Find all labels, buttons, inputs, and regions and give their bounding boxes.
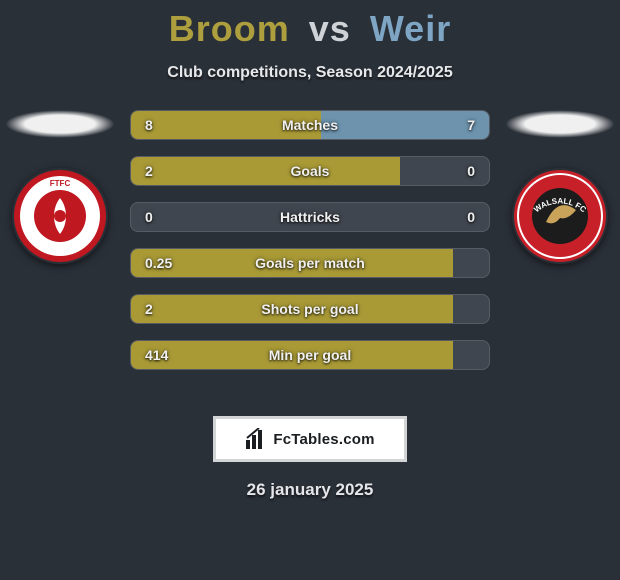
- stat-value-right: 0: [467, 209, 475, 225]
- fctables-logo-icon: [245, 428, 267, 450]
- branding-text: FcTables.com: [273, 431, 374, 448]
- vs-label: vs: [309, 8, 351, 49]
- player2-avatar-placeholder: [505, 110, 615, 138]
- player1-avatar-slot: FTFC: [0, 100, 120, 264]
- player1-club-badge: FTFC: [12, 168, 108, 264]
- stat-bars: 8Matches72Goals00Hattricks00.25Goals per…: [130, 110, 490, 370]
- stat-row: 8Matches7: [130, 110, 490, 140]
- walsall-badge-icon: WALSALL FC: [512, 168, 608, 264]
- comparison-arena: FTFC WALSALL FC 8Matches72Goals00Hattric…: [0, 100, 620, 400]
- stat-bar-left: [131, 341, 453, 369]
- player2-name: Weir: [370, 8, 451, 49]
- player1-name: Broom: [169, 8, 290, 49]
- stat-label-row: 0Hattricks0: [131, 203, 489, 231]
- stat-bar-left: [131, 111, 321, 139]
- stat-row: 2Shots per goal: [130, 294, 490, 324]
- stat-bar-left: [131, 157, 400, 185]
- fleetwood-badge-icon: FTFC: [12, 168, 108, 264]
- stat-bar-left: [131, 249, 453, 277]
- stat-value-right: 0: [467, 163, 475, 179]
- comparison-title: Broom vs Weir: [0, 0, 620, 50]
- stat-row: 0Hattricks0: [130, 202, 490, 232]
- branding-badge[interactable]: FcTables.com: [213, 416, 407, 462]
- player2-avatar-slot: WALSALL FC: [500, 100, 620, 264]
- stat-row: 0.25Goals per match: [130, 248, 490, 278]
- player2-club-badge: WALSALL FC: [512, 168, 608, 264]
- player1-avatar-placeholder: [5, 110, 115, 138]
- stat-bar-left: [131, 295, 453, 323]
- stat-name: Hattricks: [131, 209, 489, 225]
- stat-row: 2Goals0: [130, 156, 490, 186]
- subtitle: Club competitions, Season 2024/2025: [0, 64, 620, 82]
- svg-text:FTFC: FTFC: [50, 179, 71, 188]
- stat-value-left: 0: [145, 209, 153, 225]
- stat-row: 414Min per goal: [130, 340, 490, 370]
- snapshot-date: 26 january 2025: [0, 480, 620, 500]
- stat-bar-right: [321, 111, 489, 139]
